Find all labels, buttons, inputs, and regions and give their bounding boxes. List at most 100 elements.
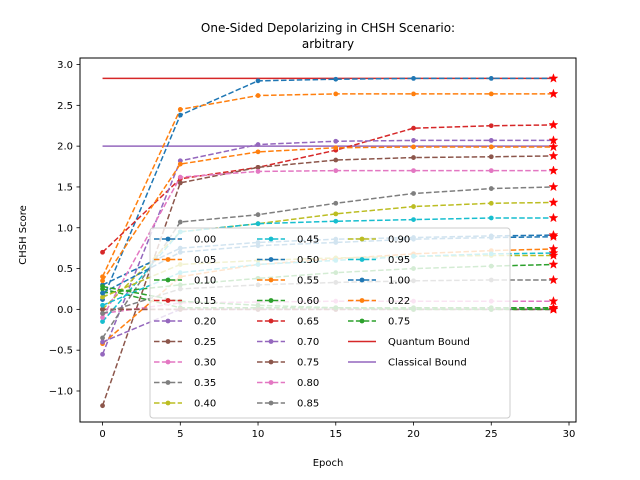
y-tick-label-5: 1.5 (57, 182, 73, 193)
legend-marker-0 (165, 236, 171, 242)
y-tick-label-0: −1.0 (49, 386, 73, 397)
legend-marker-15 (268, 359, 274, 365)
legend-label-10: 0.50 (297, 255, 319, 266)
legend-label-7: 0.35 (194, 378, 216, 389)
data-point-0-4 (411, 76, 416, 81)
final-marker-9 (548, 212, 559, 223)
legend-marker-10 (268, 257, 274, 262)
data-point-5-3 (333, 157, 339, 163)
chart-subtitle: arbitrary (302, 37, 354, 51)
x-tick-label-2: 10 (252, 429, 265, 440)
data-point-1-2 (255, 93, 261, 98)
legend-label-24: Classical Bound (388, 358, 467, 369)
final-marker-22 (548, 304, 559, 314)
y-tick-label-2: 0.0 (57, 305, 73, 316)
y-tick-label-6: 2.0 (57, 142, 73, 153)
legend-label-20: 1.00 (388, 276, 410, 287)
data-point-19-0 (100, 302, 105, 308)
data-point-1-3 (333, 91, 339, 97)
final-marker-7 (548, 181, 559, 192)
data-point-7-3 (333, 200, 339, 206)
legend-marker-16 (268, 380, 274, 385)
legend-label-3: 0.15 (194, 296, 216, 307)
data-point-7-1 (177, 219, 183, 225)
data-point-5-0 (100, 403, 105, 409)
data-point-21-5 (488, 144, 494, 150)
data-point-16-5 (488, 168, 494, 174)
data-point-4-2 (255, 142, 261, 147)
data-point-16-3 (333, 168, 339, 174)
data-point-5-5 (488, 154, 494, 160)
data-point-9-3 (333, 218, 339, 224)
data-point-0-1 (177, 112, 183, 118)
legend-label-12: 0.60 (297, 296, 319, 307)
legend-label-9: 0.45 (297, 235, 319, 246)
x-axis-ticks: 0 5 10 15 20 25 30 (99, 422, 575, 440)
y-tick-label-7: 2.5 (57, 101, 73, 112)
x-tick-label-6: 30 (563, 429, 576, 440)
legend-marker-14 (268, 339, 274, 344)
legend-label-17: 0.85 (297, 399, 319, 410)
legend-marker-2 (165, 277, 171, 283)
legend: 0.00 0.05 0.10 0.15 0.20 0.25 0.30 0.35 0.40 0.45… (149, 227, 511, 419)
data-point-4-5 (488, 138, 494, 143)
legend-marker-17 (268, 400, 274, 406)
data-point-17-0 (100, 311, 105, 316)
legend-marker-6 (165, 359, 171, 365)
data-point-3-0 (100, 249, 105, 255)
x-axis-label: Epoch (313, 458, 344, 469)
data-point-1-5 (488, 91, 494, 97)
legend-marker-1 (165, 257, 171, 262)
final-marker-12 (548, 259, 559, 269)
data-point-16-4 (411, 168, 416, 174)
legend-label-21: 0.22 (388, 296, 410, 307)
final-marker-6 (548, 296, 559, 306)
data-point-16-0 (100, 315, 105, 320)
x-tick-label-5: 25 (485, 429, 498, 440)
data-point-9-2 (255, 221, 261, 227)
legend-marker-8 (165, 400, 171, 406)
data-point-5-2 (255, 164, 261, 170)
final-marker-16 (548, 165, 559, 175)
legend-label-1: 0.05 (194, 255, 216, 266)
data-point-1-4 (411, 91, 416, 97)
y-axis-ticks: −1.0 −0.5 0.0 0.5 1.0 1.5 2.0 2.5 3.0 (49, 60, 80, 397)
legend-label-2: 0.10 (194, 276, 216, 287)
final-marker-8 (548, 197, 559, 207)
data-point-3-5 (488, 123, 494, 129)
data-point-18-0 (100, 294, 105, 300)
data-point-8-3 (333, 211, 339, 217)
legend-marker-21 (359, 298, 365, 303)
final-marker-20 (548, 231, 559, 241)
final-marker-17 (548, 274, 559, 285)
data-point-9-4 (411, 217, 416, 222)
legend-label-23: Quantum Bound (388, 337, 470, 348)
data-point-5-1 (177, 180, 183, 186)
final-marker-3 (548, 119, 559, 130)
data-point-4-0 (100, 351, 105, 357)
legend-marker-19 (359, 257, 365, 262)
data-point-4-4 (411, 138, 416, 143)
final-marker-1 (548, 88, 559, 99)
data-point-9-0 (100, 319, 105, 325)
data-point-7-4 (411, 191, 416, 196)
legend-marker-4 (165, 318, 171, 324)
data-point-16-2 (255, 169, 261, 174)
y-tick-label-8: 3.0 (57, 60, 73, 71)
legend-label-15: 0.75 (297, 358, 319, 369)
data-point-21-3 (333, 145, 339, 151)
legend-marker-11 (268, 277, 274, 283)
legend-label-18: 0.90 (388, 235, 410, 246)
x-tick-label-0: 0 (99, 429, 105, 440)
legend-marker-3 (165, 298, 171, 303)
x-tick-label-3: 15 (329, 429, 342, 440)
data-point-14-0 (100, 339, 105, 345)
data-point-9-5 (488, 215, 494, 221)
y-tick-label-3: 0.5 (57, 264, 73, 275)
data-point-8-5 (488, 200, 494, 206)
legend-marker-5 (165, 339, 171, 344)
legend-label-5: 0.25 (194, 337, 216, 348)
legend-marker-7 (165, 380, 171, 385)
legend-label-8: 0.40 (194, 399, 216, 410)
